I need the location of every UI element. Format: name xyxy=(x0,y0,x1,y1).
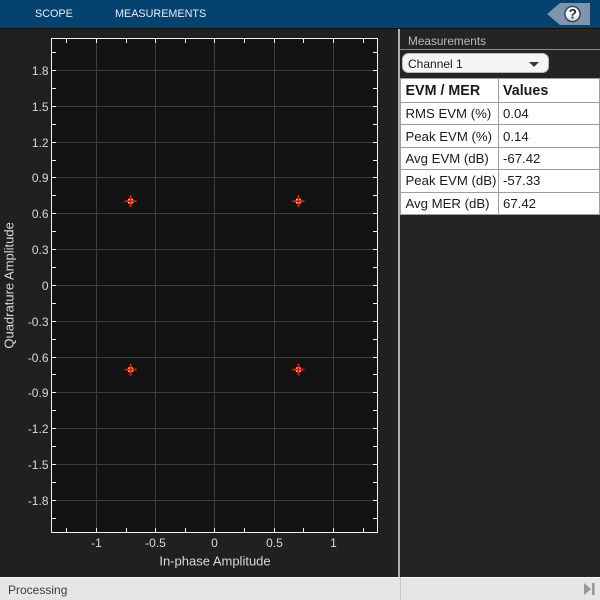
svg-text:-0.3: -0.3 xyxy=(28,315,49,329)
svg-text:0: 0 xyxy=(42,279,49,293)
svg-text:0.3: 0.3 xyxy=(32,243,49,257)
svg-text:-0.6: -0.6 xyxy=(28,351,49,365)
svg-text:1: 1 xyxy=(330,536,337,550)
svg-text:Quadrature Amplitude: Quadrature Amplitude xyxy=(2,222,17,348)
svg-text:-1.8: -1.8 xyxy=(28,494,49,508)
svg-text:-1.2: -1.2 xyxy=(28,422,49,436)
svg-text:-0.9: -0.9 xyxy=(28,386,49,400)
svg-text:1.5: 1.5 xyxy=(32,100,49,114)
svg-text:In-phase Amplitude: In-phase Amplitude xyxy=(159,554,270,569)
svg-text:0.9: 0.9 xyxy=(32,171,49,185)
svg-text:-1.5: -1.5 xyxy=(28,458,49,472)
svg-text:0.5: 0.5 xyxy=(266,536,283,550)
svg-text:1.2: 1.2 xyxy=(32,136,49,150)
svg-text:?: ? xyxy=(569,7,577,22)
svg-text:0: 0 xyxy=(211,536,218,550)
svg-text:1.8: 1.8 xyxy=(32,64,49,78)
svg-text:0.6: 0.6 xyxy=(32,207,49,221)
svg-text:-1: -1 xyxy=(91,536,102,550)
svg-text:-0.5: -0.5 xyxy=(145,536,166,550)
